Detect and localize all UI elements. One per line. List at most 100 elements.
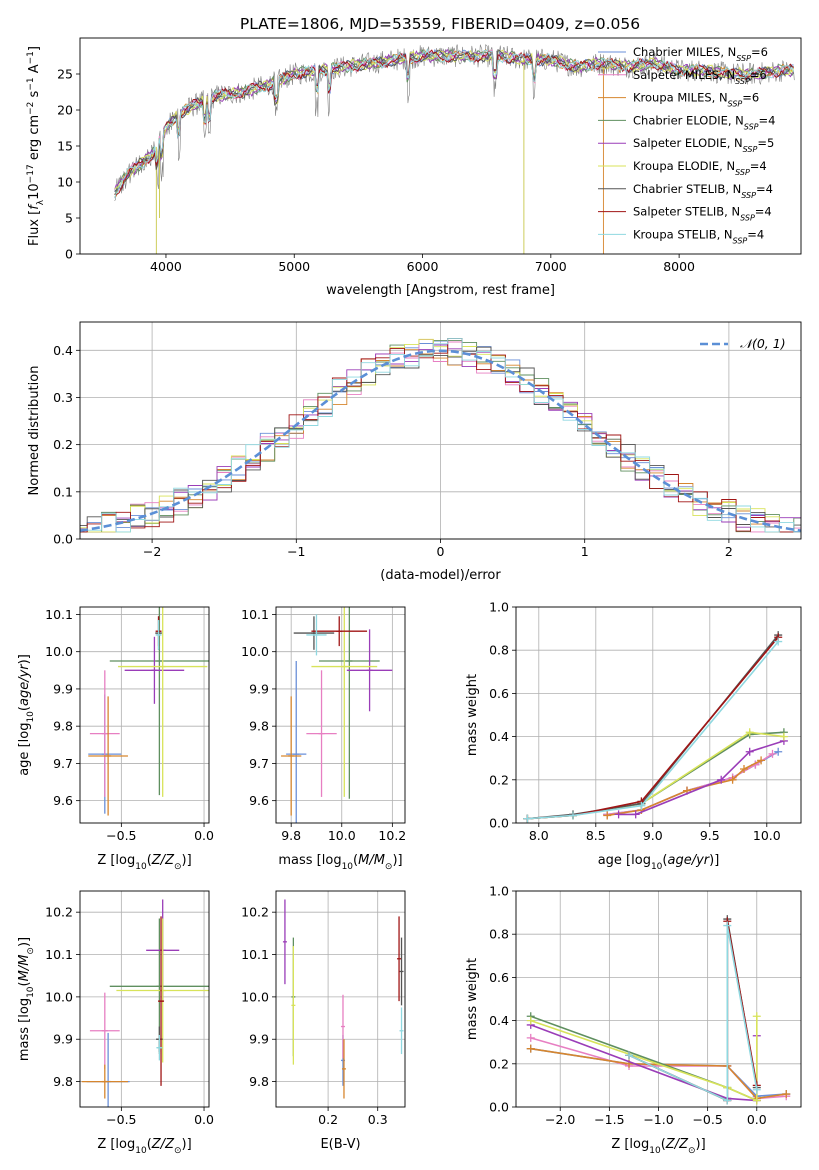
axes-weight_vs_age: 8.0 8.5 9.0 9.5 10.0 0.0 0.2 0.4 0.6 0.8 1.0 age [l… bbox=[465, 600, 802, 872]
y-tick-label: 0.0 bbox=[489, 1100, 509, 1115]
y-tick-label: 0 bbox=[65, 247, 73, 262]
x-axis-label: E(B-V) bbox=[320, 1137, 360, 1152]
x-tick-label: 7000 bbox=[535, 259, 567, 274]
data-point-2 bbox=[306, 670, 337, 797]
data-point-2 bbox=[89, 670, 120, 797]
normal-reference-curve bbox=[80, 349, 801, 532]
plot-area bbox=[81, 899, 209, 1107]
plot-area bbox=[80, 338, 801, 533]
weight-marker bbox=[526, 1033, 535, 1042]
residual-histogram-7 bbox=[80, 346, 801, 533]
legend: Chabrier MILES, NSSP=6 Salpeter MILES, NS… bbox=[598, 45, 775, 245]
y-tick-label: 9.9 bbox=[53, 681, 73, 696]
data-point-5 bbox=[124, 636, 185, 704]
weight-marker bbox=[740, 765, 748, 773]
legend-label-6: Kroupa ELODIE, NSSP=4 bbox=[633, 159, 767, 177]
y-tick-label: 0.2 bbox=[489, 772, 509, 787]
data-point-9 bbox=[399, 1007, 404, 1055]
x-tick-label: 4000 bbox=[150, 259, 182, 274]
x-tick-label: 9.5 bbox=[700, 828, 720, 843]
axes-frame bbox=[275, 606, 406, 824]
x-tick-label: −1.5 bbox=[594, 1112, 624, 1127]
data-point-8 bbox=[311, 616, 368, 647]
y-axis-label: mass weight bbox=[465, 958, 480, 1040]
weight-marker bbox=[752, 1096, 761, 1105]
x-axis-label: (data-model)/error bbox=[380, 568, 501, 583]
data-point-6 bbox=[311, 607, 378, 797]
legend-label-7: Chabrier STELIB, NSSP=4 bbox=[633, 182, 773, 200]
y-tick-label: 0.8 bbox=[489, 643, 509, 658]
y-tick-label: 9.8 bbox=[53, 719, 73, 734]
data-point-6 bbox=[291, 946, 296, 1065]
weight-marker bbox=[768, 749, 777, 758]
y-tick-label: 10.0 bbox=[241, 644, 269, 659]
y-tick-label: 0.3 bbox=[53, 390, 73, 405]
data-point-3 bbox=[341, 1039, 346, 1099]
x-tick-label: 0.2 bbox=[318, 1112, 338, 1127]
weight-marker bbox=[745, 728, 754, 737]
plot-area bbox=[523, 631, 788, 823]
y-tick-label: 9.9 bbox=[249, 681, 269, 696]
data-point-9 bbox=[306, 614, 327, 656]
x-tick-label: 10.0 bbox=[753, 828, 781, 843]
data-point-3 bbox=[88, 696, 128, 816]
data-point-1 bbox=[286, 661, 307, 823]
legend-label-3: Kroupa MILES, NSSP=6 bbox=[633, 91, 759, 109]
axes-frame bbox=[79, 321, 802, 540]
figure-title: PLATE=1806, MJD=53559, FIBERID=0409, z=0… bbox=[240, 15, 640, 33]
x-tick-label: 0.3 bbox=[368, 1112, 388, 1127]
x-tick-label: 6000 bbox=[407, 259, 439, 274]
weight-marker bbox=[779, 732, 788, 741]
weight-marker bbox=[614, 810, 623, 819]
y-tick-label: 10.1 bbox=[241, 947, 269, 962]
weight-marker bbox=[757, 756, 766, 765]
ticks-residuals: −2 −1 0 1 2 0.0 0.1 0.2 0.3 0.4 bbox=[53, 343, 733, 559]
y-tick-label: 9.8 bbox=[249, 719, 269, 734]
data-point-6 bbox=[118, 607, 208, 797]
weight-marker bbox=[637, 801, 646, 810]
plot-area bbox=[282, 899, 404, 1099]
weight-marker bbox=[774, 637, 783, 646]
axes-age_vs_Z: −0.5 0.0 9.6 9.7 9.8 9.9 10.0 10.1 Z [log10(Z/Z⊙… bbox=[17, 606, 214, 872]
x-tick-label: −1 bbox=[287, 544, 305, 559]
x-tick-label: −0.5 bbox=[692, 1112, 722, 1127]
legend-label: 𝒩(0, 1) bbox=[740, 336, 786, 351]
x-tick-label: 9.8 bbox=[281, 828, 301, 843]
ticks-age_vs_Z: −0.5 0.0 9.6 9.7 9.8 9.9 10.0 10.1 bbox=[45, 607, 214, 843]
x-tick-label: 0.0 bbox=[194, 1112, 214, 1127]
axes-frame bbox=[515, 890, 802, 1108]
x-axis-label: Z [log10(Z/Z⊙)] bbox=[97, 853, 191, 872]
plot-area bbox=[526, 915, 791, 1105]
data-point-9 bbox=[155, 620, 162, 650]
y-tick-label: 0.0 bbox=[489, 816, 509, 831]
axes-mass_vs_Z: −0.5 0.0 9.8 9.9 10.0 10.1 10.2 Z [log10(Z/Z⊙)]… bbox=[17, 890, 214, 1156]
weight-marker bbox=[526, 1044, 535, 1053]
y-axis-label: Normed distribution bbox=[27, 366, 42, 496]
y-tick-label: 0.2 bbox=[53, 437, 73, 452]
x-tick-label: 10.2 bbox=[378, 828, 406, 843]
axes-frame bbox=[79, 37, 802, 255]
weight-marker bbox=[752, 1012, 761, 1021]
weight-marker bbox=[723, 1096, 732, 1105]
x-tick-label: 8.0 bbox=[529, 828, 549, 843]
y-tick-label: 0.6 bbox=[489, 686, 509, 701]
y-tick-label: 20 bbox=[57, 103, 73, 118]
y-tick-label: 0.8 bbox=[489, 927, 509, 942]
legend-label-5: Salpeter ELODIE, NSSP=5 bbox=[633, 136, 774, 154]
y-tick-label: 0.2 bbox=[489, 1056, 509, 1071]
x-tick-label: 8000 bbox=[663, 259, 695, 274]
axes-frame bbox=[515, 606, 802, 824]
data-point-3 bbox=[281, 696, 302, 816]
weight-marker bbox=[752, 1085, 761, 1094]
y-tick-label: 9.6 bbox=[249, 793, 269, 808]
x-tick-label: 10.0 bbox=[328, 828, 356, 843]
data-point-7 bbox=[399, 937, 404, 1006]
x-axis-label: Z [log10(Z/Z⊙)] bbox=[611, 1137, 705, 1156]
axes-age_vs_mass: 9.8 10.0 10.2 9.6 9.7 9.8 9.9 10.0 10.1 mass [log… bbox=[241, 606, 406, 872]
ticks-spectrum: 4000 5000 6000 7000 8000 0 5 10 15 20 25 bbox=[57, 67, 695, 275]
y-tick-label: 0.4 bbox=[489, 729, 509, 744]
data-point-8 bbox=[397, 916, 402, 1002]
x-tick-label: 0.0 bbox=[194, 828, 214, 843]
